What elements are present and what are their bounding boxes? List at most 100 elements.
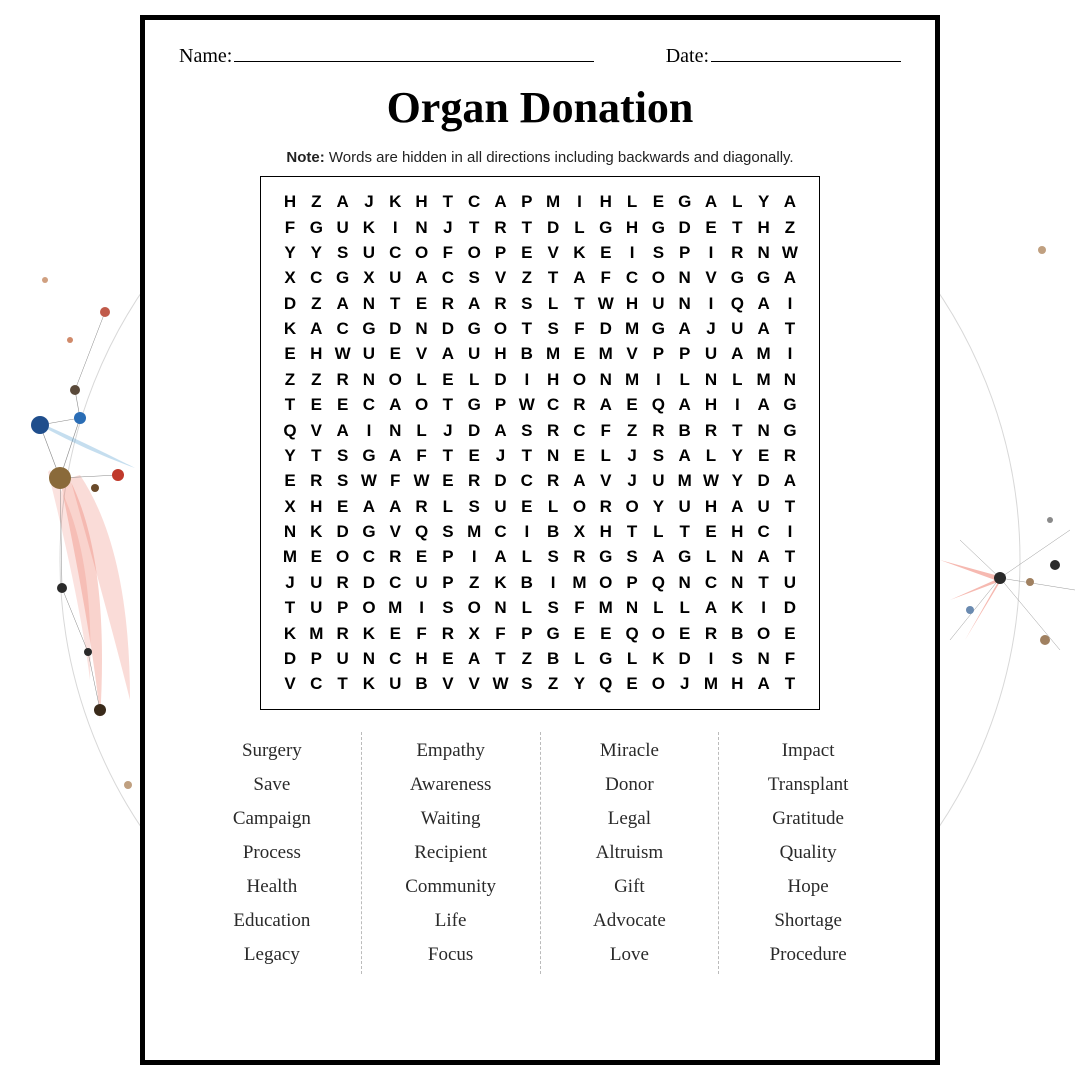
grid-cell: E	[566, 625, 592, 642]
grid-cell: R	[566, 396, 592, 413]
date-blank-line[interactable]	[711, 44, 901, 62]
grid-cell: A	[672, 396, 698, 413]
grid-cell: Q	[593, 675, 619, 692]
grid-cell: R	[461, 472, 487, 489]
grid-cell: A	[698, 193, 724, 210]
grid-cell: S	[514, 675, 540, 692]
grid-cell: I	[751, 599, 777, 616]
grid-cell: S	[514, 422, 540, 439]
grid-cell: G	[724, 269, 750, 286]
grid-cell: I	[724, 396, 750, 413]
grid-cell: F	[277, 219, 303, 236]
word-bank-word: Love	[545, 938, 715, 972]
grid-cell: V	[619, 345, 645, 362]
grid-cell: A	[751, 396, 777, 413]
grid-cell: F	[566, 599, 592, 616]
grid-cell: F	[488, 625, 514, 642]
grid-cell: U	[461, 345, 487, 362]
grid-cell: I	[566, 193, 592, 210]
grid-row: TEECAOTGPWCRAEQAHIAG	[271, 392, 809, 417]
grid-cell: P	[514, 193, 540, 210]
grid-cell: R	[330, 574, 356, 591]
grid-cell: X	[356, 269, 382, 286]
word-bank-word: Health	[187, 870, 357, 904]
grid-cell: M	[698, 675, 724, 692]
grid-cell: H	[540, 371, 566, 388]
grid-cell: L	[593, 447, 619, 464]
grid-cell: T	[566, 295, 592, 312]
grid-cell: L	[461, 371, 487, 388]
grid-cell: L	[619, 193, 645, 210]
grid-cell: P	[672, 244, 698, 261]
grid-cell: E	[435, 371, 461, 388]
grid-cell: J	[488, 447, 514, 464]
word-bank-word: Miracle	[545, 734, 715, 768]
grid-cell: U	[751, 498, 777, 515]
grid-cell: N	[672, 574, 698, 591]
word-bank-word: Awareness	[366, 768, 536, 802]
grid-cell: E	[514, 244, 540, 261]
grid-cell: C	[356, 548, 382, 565]
grid-cell: A	[724, 345, 750, 362]
grid-cell: E	[672, 625, 698, 642]
grid-cell: Y	[724, 447, 750, 464]
grid-cell: T	[435, 396, 461, 413]
grid-row: MEOCREPIALSRGSAGLNAT	[271, 544, 809, 569]
grid-cell: U	[409, 574, 435, 591]
grid-cell: T	[514, 320, 540, 337]
grid-cell: V	[277, 675, 303, 692]
grid-cell: U	[672, 498, 698, 515]
grid-row: DZANTERARSLTWHUNIQAI	[271, 291, 809, 316]
grid-cell: H	[303, 345, 329, 362]
grid-cell: D	[672, 219, 698, 236]
word-bank-word: Empathy	[366, 734, 536, 768]
grid-cell: L	[566, 650, 592, 667]
grid-cell: U	[303, 574, 329, 591]
grid-cell: D	[777, 599, 803, 616]
grid-cell: E	[593, 244, 619, 261]
grid-cell: M	[540, 345, 566, 362]
grid-row: HZAJKHTCAPMIHLEGALYA	[271, 189, 809, 214]
grid-cell: W	[330, 345, 356, 362]
grid-cell: E	[330, 498, 356, 515]
grid-cell: C	[382, 574, 408, 591]
grid-cell: M	[672, 472, 698, 489]
grid-cell: M	[461, 523, 487, 540]
grid-cell: Z	[277, 371, 303, 388]
word-bank-word: Impact	[723, 734, 893, 768]
grid-cell: V	[698, 269, 724, 286]
grid-cell: S	[514, 295, 540, 312]
grid-cell: C	[382, 244, 408, 261]
grid-cell: T	[277, 599, 303, 616]
grid-cell: F	[593, 422, 619, 439]
grid-row: TUPOMISONLSFMNLLAKID	[271, 595, 809, 620]
grid-cell: A	[645, 548, 671, 565]
grid-cell: E	[777, 625, 803, 642]
grid-cell: G	[593, 650, 619, 667]
grid-cell: V	[540, 244, 566, 261]
grid-cell: I	[409, 599, 435, 616]
grid-cell: U	[698, 345, 724, 362]
grid-cell: P	[514, 625, 540, 642]
grid-cell: T	[751, 574, 777, 591]
grid-cell: I	[698, 650, 724, 667]
grid-cell: O	[645, 269, 671, 286]
grid-cell: V	[409, 345, 435, 362]
grid-cell: A	[409, 269, 435, 286]
grid-cell: G	[672, 193, 698, 210]
grid-cell: A	[461, 295, 487, 312]
grid-cell: S	[461, 269, 487, 286]
grid-cell: T	[277, 396, 303, 413]
word-bank-word: Waiting	[366, 802, 536, 836]
grid-cell: M	[751, 371, 777, 388]
grid-cell: Y	[277, 244, 303, 261]
grid-cell: O	[566, 498, 592, 515]
grid-cell: G	[303, 219, 329, 236]
grid-cell: E	[382, 345, 408, 362]
name-blank-line[interactable]	[234, 44, 594, 62]
grid-cell: P	[330, 599, 356, 616]
grid-cell: W	[488, 675, 514, 692]
grid-cell: O	[645, 675, 671, 692]
grid-cell: N	[777, 371, 803, 388]
word-bank-word: Altruism	[545, 836, 715, 870]
